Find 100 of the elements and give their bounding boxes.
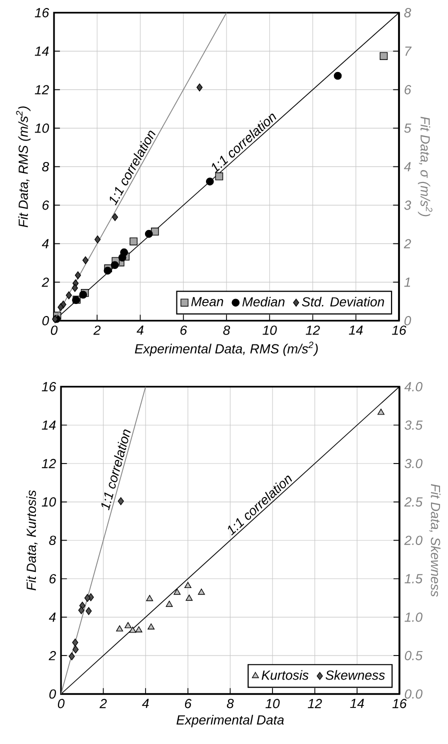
y-tick-label: 14: [42, 420, 56, 430]
y-tick-label: 6: [42, 200, 50, 210]
y2-tick-label: 2.0: [404, 536, 422, 546]
y2-axis-title: Fit Data, σ (m/s$^{2}$): [418, 116, 432, 216]
y2-axis-title: Fit Data, Skewness: [429, 484, 441, 597]
point: [334, 72, 342, 80]
y-tick-label: 8: [49, 536, 56, 545]
x-tick-label: 12: [306, 326, 320, 335]
x-tick-label: 2: [93, 326, 101, 335]
y-tick-label: 6: [50, 574, 56, 584]
y-axis-title: Fit Data, RMS (m/s$^{2}$): [16, 106, 31, 228]
x-tick-label: 6: [180, 326, 188, 335]
x-tick-label: 6: [184, 698, 192, 708]
point: [135, 626, 142, 632]
point: [206, 178, 214, 186]
x-tick-label: 10: [262, 326, 277, 335]
y-tick-label: 16: [34, 8, 50, 18]
y-tick-label: 2: [48, 650, 56, 660]
x-axis-title: Experimental Data: [176, 714, 284, 728]
x-tick-label: 4: [142, 698, 149, 708]
x-tick-label: 14: [348, 326, 363, 335]
y2-tick-label: 8: [404, 8, 412, 18]
y-tick-label: 2: [42, 278, 49, 287]
point: [86, 607, 92, 615]
x-tick-label: 2: [100, 698, 107, 708]
y-tick-label: 16: [42, 382, 56, 392]
point: [184, 582, 192, 588]
y-tick-label: 12: [42, 458, 56, 468]
y-tick-label: 0: [42, 316, 50, 326]
point: [196, 83, 203, 92]
y-tick-label: 10: [42, 497, 56, 507]
point: [66, 291, 72, 300]
point: [118, 254, 126, 262]
point: [74, 271, 81, 280]
y-tick-label: 14: [34, 46, 49, 56]
point: [78, 606, 84, 614]
point: [166, 600, 173, 607]
y2-tick-label: 6: [404, 85, 412, 94]
legend-label: Skewness: [326, 670, 385, 680]
point: [116, 625, 124, 632]
y2-tick-label: 5: [404, 124, 412, 133]
x-tick-label: 8: [223, 326, 230, 335]
point: [378, 408, 384, 415]
y2-tick-label: 3.0: [404, 458, 422, 468]
legend-label: Std. Deviation: [302, 296, 384, 306]
point: [186, 594, 193, 601]
annotation: 1:1 correlation: [101, 429, 131, 510]
y2-tick-label: 0.5: [404, 650, 423, 660]
y2-tick-label: 1.0: [404, 612, 422, 622]
point: [72, 646, 79, 654]
y2-tick-label: 3: [404, 200, 412, 210]
legend-label: Kurtosis: [262, 670, 309, 680]
x-tick-label: 16: [392, 326, 406, 335]
y2-tick-label: 4.0: [404, 382, 422, 392]
x-tick-label: 14: [350, 698, 364, 708]
y-tick-label: 8: [42, 162, 50, 172]
x-tick-label: 16: [392, 698, 407, 708]
point: [112, 213, 118, 222]
point: [84, 594, 90, 602]
x-axis-title: Experimental Data, RMS (m/s$^{2}$): [134, 342, 318, 356]
y2-tick-label: 2: [404, 239, 412, 248]
point: [150, 228, 159, 236]
point: [144, 230, 153, 238]
point: [68, 652, 75, 660]
point: [130, 237, 138, 246]
point: [146, 594, 154, 602]
y-tick-label: 4: [42, 239, 49, 248]
y-tick-label: 12: [34, 85, 49, 94]
x-tick-label: 12: [308, 698, 322, 708]
x-tick-label: 4: [136, 326, 144, 335]
x-tick-label: 10: [266, 698, 280, 708]
y-tick-label: 4: [48, 612, 56, 622]
y2-tick-label: 1: [404, 278, 410, 287]
y2-tick-label: 1.5: [404, 574, 423, 584]
point: [94, 236, 101, 244]
y-tick-label: 10: [34, 124, 49, 133]
x-tick-label: 0: [58, 698, 65, 708]
point: [110, 261, 119, 270]
point: [148, 623, 155, 630]
point: [380, 52, 388, 60]
point: [72, 638, 78, 646]
legend-label: Median: [242, 296, 285, 306]
y2-tick-label: 3.5: [404, 420, 423, 430]
y2-tick-label: 0: [404, 316, 412, 326]
y-tick-label: 0: [49, 689, 56, 699]
point: [198, 588, 205, 595]
y2-tick-label: 0.0: [404, 689, 422, 699]
point: [174, 588, 181, 595]
point: [118, 497, 124, 506]
legend-label: Mean: [191, 297, 224, 306]
point: [82, 256, 89, 264]
y2-tick-label: 2.5: [404, 497, 423, 507]
point: [58, 303, 64, 312]
point: [104, 266, 112, 275]
point: [72, 284, 78, 292]
x-tick-label: 8: [226, 698, 234, 708]
point: [52, 315, 58, 324]
point: [129, 626, 136, 633]
y-axis-title: Fit Data, Kurtosis: [26, 490, 38, 590]
y2-tick-label: 4: [404, 162, 411, 172]
